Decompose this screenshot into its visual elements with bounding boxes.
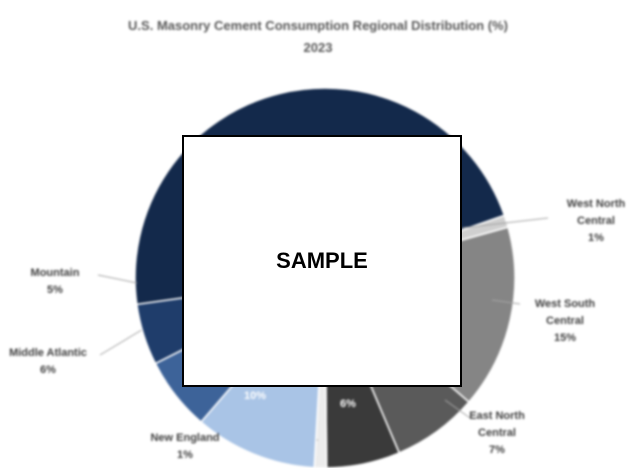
chart-subtitle: 2023	[303, 40, 333, 55]
data-label: Middle Atlantic 6%	[0, 345, 98, 379]
label-value: 7%	[489, 444, 505, 456]
chart-title: U.S. Masonry Cement Consumption Regional…	[128, 18, 508, 33]
label-category: West North Central	[566, 198, 626, 227]
label-category: West South Central	[534, 298, 596, 327]
label-value: 1%	[177, 449, 193, 461]
leader-line	[491, 299, 521, 305]
label-value: 6%	[340, 398, 356, 410]
label-value: 1%	[588, 232, 604, 244]
leader-line	[97, 274, 138, 284]
label-category: Mountain	[30, 267, 80, 279]
watermark: SAMPLE	[182, 135, 462, 387]
data-label: West North Central 1%	[555, 196, 636, 247]
leader-line	[444, 399, 471, 419]
data-label: New England 1%	[125, 430, 245, 464]
data-label: Mountain 5%	[10, 265, 100, 299]
label-value: 6%	[40, 364, 56, 376]
data-label: 10%	[235, 388, 275, 405]
data-label: 6%	[328, 396, 368, 413]
label-category: Middle Atlantic	[9, 347, 87, 359]
label-value: 5%	[47, 284, 63, 296]
label-value: 10%	[243, 390, 267, 402]
label-value: 15%	[553, 332, 577, 344]
leader-line	[461, 217, 549, 229]
data-label: West South Central 15%	[519, 296, 611, 347]
label-category: East North Central	[469, 410, 525, 439]
label-category: New England	[150, 432, 220, 444]
data-label: East North Central 7%	[457, 408, 537, 459]
